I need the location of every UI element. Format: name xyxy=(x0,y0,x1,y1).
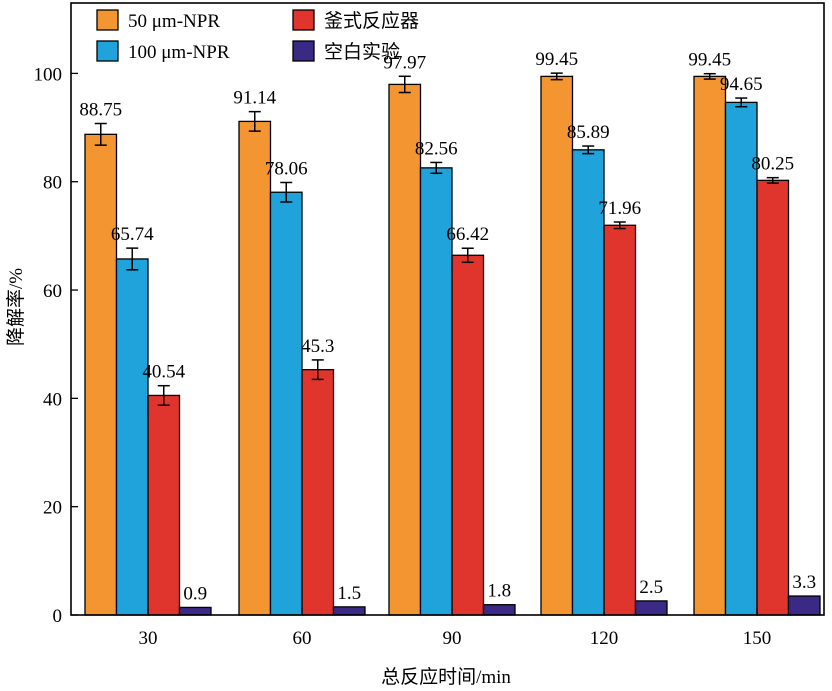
bar-kettle-150 xyxy=(756,179,790,616)
error-bar-npr50-30 xyxy=(94,122,107,146)
error-bar-kettle-30 xyxy=(157,384,170,406)
error-bar-npr100-60 xyxy=(280,181,293,203)
y-tick-label-20: 20 xyxy=(43,498,62,519)
legend-label: 100 μm-NPR xyxy=(128,42,230,63)
bar-npr100-60 xyxy=(269,191,303,616)
bar-npr50-90 xyxy=(388,83,422,616)
y-tick-label-100: 100 xyxy=(34,64,63,85)
bar-npr50-60 xyxy=(238,120,272,616)
data-label-npr100-120: 85.89 xyxy=(567,122,610,143)
bar-blank-90 xyxy=(482,604,516,616)
error-bar-npr100-120 xyxy=(582,145,595,155)
data-label-npr50-120: 99.45 xyxy=(535,49,578,70)
bar-npr100-120 xyxy=(571,149,605,616)
x-tick-label-30: 30 xyxy=(139,628,158,649)
data-label-kettle-120: 71.96 xyxy=(598,198,641,219)
error-bar-npr50-150 xyxy=(703,72,716,80)
data-label-npr50-60: 91.14 xyxy=(233,88,276,109)
plot-frame xyxy=(70,2,825,616)
bar-blank-60 xyxy=(332,606,366,616)
legend-swatch xyxy=(96,40,119,62)
error-bar-npr100-30 xyxy=(126,247,139,271)
x-tick-label-120: 120 xyxy=(590,628,619,649)
error-bar-kettle-150 xyxy=(766,176,779,184)
x-tick-label-90: 90 xyxy=(443,628,462,649)
legend-swatch xyxy=(292,9,315,31)
bar-npr50-120 xyxy=(540,75,574,616)
error-bar-npr50-90 xyxy=(398,75,411,94)
data-label-npr100-60: 78.06 xyxy=(265,158,308,179)
legend-item-kettle: 釜式反应器 xyxy=(292,9,419,32)
data-label-blank-30: 0.9 xyxy=(183,583,207,604)
bar-kettle-120 xyxy=(603,224,637,616)
legend-label: 50 μm-NPR xyxy=(128,11,220,32)
y-axis-title: 降解率/% xyxy=(5,268,27,346)
x-axis-title: 总反应时间/min xyxy=(381,666,511,688)
error-bar-kettle-90 xyxy=(461,247,474,264)
error-bar-npr50-60 xyxy=(248,110,261,132)
error-bar-npr100-90 xyxy=(430,161,443,175)
legend-label: 釜式反应器 xyxy=(324,10,419,32)
data-label-npr50-30: 88.75 xyxy=(79,100,122,121)
bars-layer xyxy=(84,72,821,616)
data-label-blank-60: 1.5 xyxy=(337,583,361,604)
error-bar-kettle-120 xyxy=(613,221,626,230)
error-bar-npr50-120 xyxy=(550,72,563,81)
bar-blank-30 xyxy=(178,606,212,616)
data-label-kettle-90: 66.42 xyxy=(446,224,489,245)
bar-kettle-30 xyxy=(147,394,181,616)
data-label-npr50-90: 97.97 xyxy=(383,52,426,73)
data-label-npr100-150: 94.65 xyxy=(720,74,763,95)
bar-npr100-30 xyxy=(115,258,149,616)
y-tick-label-60: 60 xyxy=(43,281,62,302)
bar-npr100-150 xyxy=(724,101,758,616)
bar-blank-150 xyxy=(787,595,821,616)
legend-item-npr50: 50 μm-NPR xyxy=(96,9,220,32)
legend-item-npr100: 100 μm-NPR xyxy=(96,40,230,63)
error-bar-npr100-150 xyxy=(735,97,748,108)
data-label-kettle-30: 40.54 xyxy=(142,362,185,383)
y-tick-label-40: 40 xyxy=(43,389,62,410)
bar-npr50-150 xyxy=(693,75,727,616)
data-label-blank-150: 3.3 xyxy=(792,572,816,593)
bar-npr50-30 xyxy=(84,133,118,616)
legend-item-blank: 空白实验 xyxy=(292,40,400,63)
data-label-blank-120: 2.5 xyxy=(639,577,663,598)
legend-label: 空白实验 xyxy=(324,41,400,63)
error-bar-kettle-60 xyxy=(311,359,324,381)
data-label-npr100-90: 82.56 xyxy=(415,138,458,159)
data-label-kettle-60: 45.3 xyxy=(301,336,334,357)
legend-swatch xyxy=(96,9,119,31)
bar-kettle-60 xyxy=(301,369,335,616)
data-labels-layer: 88.75 65.74 40.54 0.9 91.14 78.06 45.3 1.5 97.97… xyxy=(79,49,816,604)
y-tick-label-0: 0 xyxy=(53,606,63,627)
data-label-kettle-150: 80.25 xyxy=(751,154,794,175)
axes-layer: 30 60 90 120 150 0 20 40 60 80 100 xyxy=(34,2,825,649)
bar-blank-120 xyxy=(634,600,668,616)
y-tick-label-80: 80 xyxy=(43,173,62,194)
bar-kettle-90 xyxy=(451,254,485,616)
x-tick-label-150: 150 xyxy=(743,628,772,649)
legend-swatch xyxy=(292,40,315,62)
data-label-npr100-30: 65.74 xyxy=(111,224,154,245)
x-tick-label-60: 60 xyxy=(293,628,312,649)
data-label-npr50-150: 99.45 xyxy=(688,50,731,71)
data-label-blank-90: 1.8 xyxy=(487,581,511,602)
